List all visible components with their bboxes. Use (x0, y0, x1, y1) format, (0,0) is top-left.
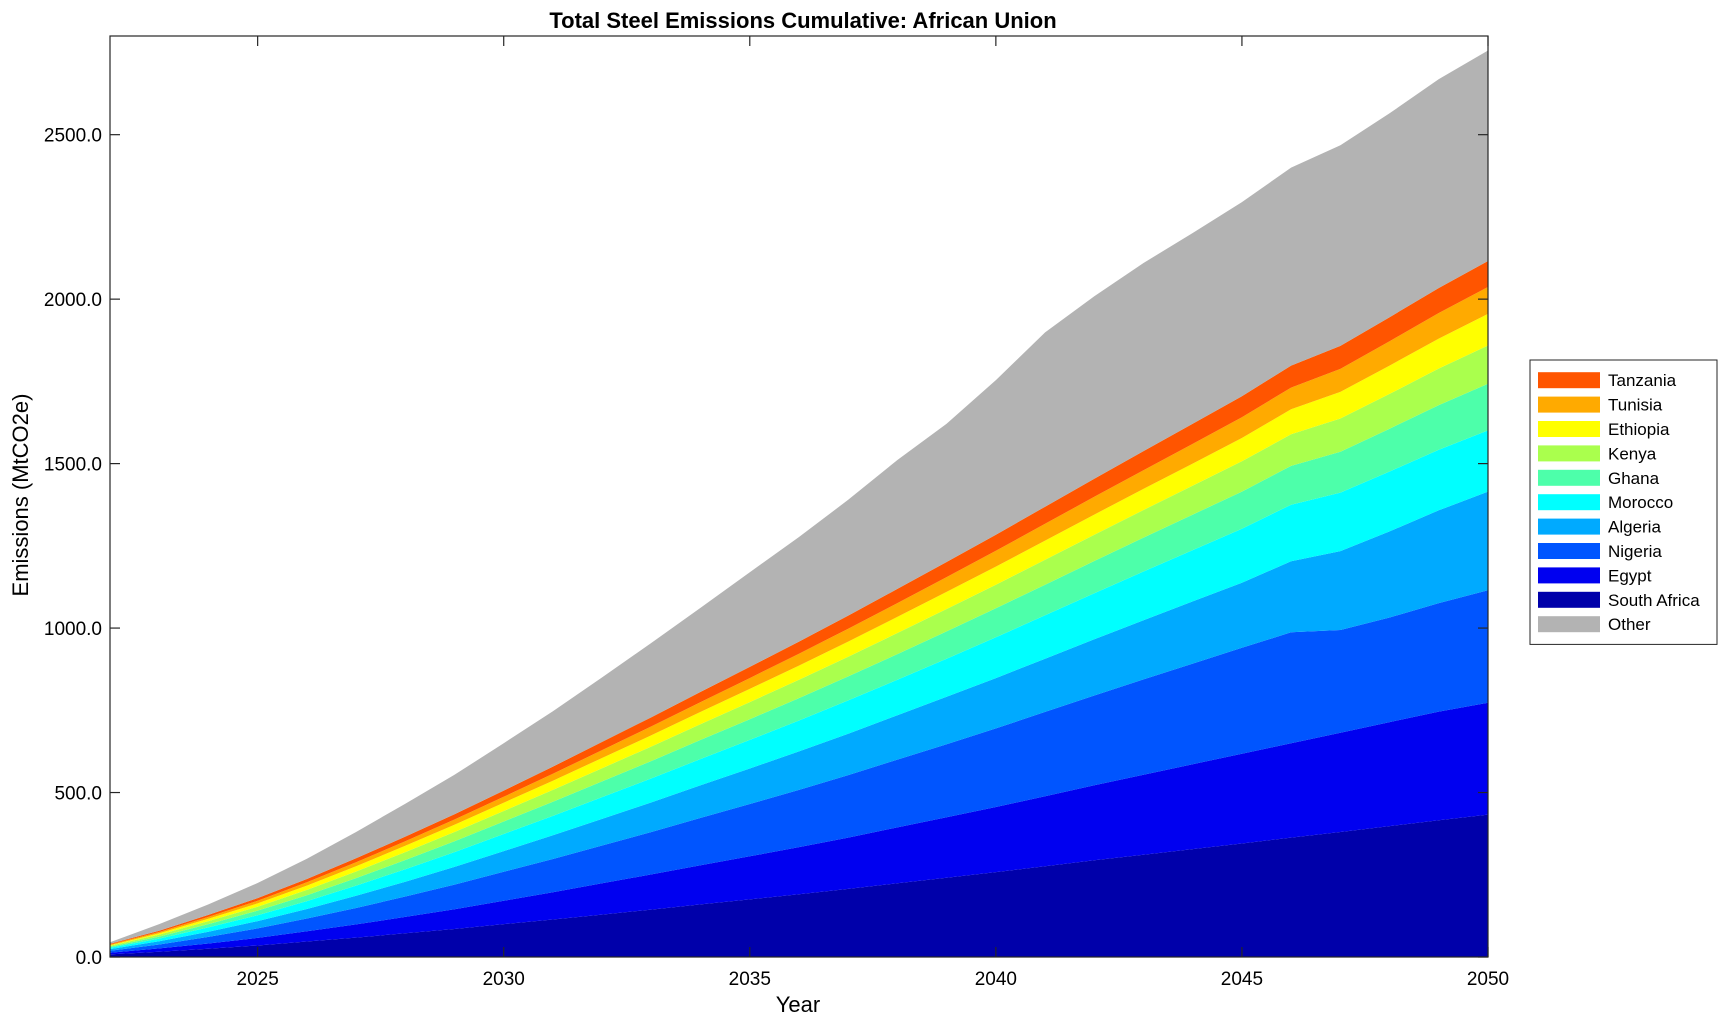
legend-swatch (1538, 372, 1600, 389)
y-tick-label: 500.0 (54, 784, 102, 805)
x-axis-label: Year (776, 992, 820, 1017)
y-tick-label: 2500.0 (44, 126, 102, 147)
legend-label: Tunisia (1608, 396, 1663, 415)
x-tick-label: 2045 (1221, 969, 1263, 990)
area-layers (110, 50, 1488, 957)
legend-label: Kenya (1608, 444, 1657, 463)
area-series-south-africa (110, 814, 1488, 957)
legend: Tanzania Tunisia Ethiopia Kenya Ghana Morocco… (1529, 359, 1718, 645)
legend-swatch (1538, 421, 1600, 437)
legend-label: Ethiopia (1608, 420, 1670, 439)
x-tick-label: 2050 (1467, 969, 1509, 990)
legend-swatch (1538, 396, 1600, 413)
legend-swatch (1538, 469, 1600, 486)
y-axis-label: Emissions (MtCO2e) (8, 394, 33, 597)
x-tick-label: 2035 (729, 969, 771, 990)
legend-label: Other (1608, 615, 1651, 634)
legend-label: Tanzania (1608, 371, 1677, 390)
y-tick-label: 2000.0 (44, 290, 102, 311)
legend-label: Algeria (1608, 518, 1661, 537)
legend-label: South Africa (1608, 591, 1700, 610)
y-axis: 0.0 500.0 1000.0 1500.0 2000.0 2500.0 (44, 126, 1488, 969)
legend-swatch (1538, 494, 1600, 511)
chart-title: Total Steel Emissions Cumulative: Africa… (549, 8, 1056, 33)
x-axis: 2025 2030 2035 2040 2045 2050 (237, 36, 1509, 990)
legend-swatch (1538, 567, 1600, 584)
legend-label: Morocco (1608, 493, 1673, 512)
legend-swatch (1538, 543, 1600, 559)
legend-label: Ghana (1608, 469, 1660, 488)
legend-swatch (1538, 616, 1600, 633)
x-tick-label: 2040 (975, 969, 1017, 990)
y-tick-label: 0.0 (76, 948, 102, 969)
plot-frame (109, 35, 1489, 958)
legend-label: Egypt (1608, 566, 1652, 585)
area-series-other (110, 50, 1488, 944)
legend-swatch (1538, 445, 1600, 462)
legend-label: Nigeria (1608, 542, 1662, 561)
y-tick-label: 1500.0 (44, 455, 102, 476)
legend-swatch (1538, 591, 1600, 608)
area-series-egypt (110, 702, 1488, 955)
area-series-nigeria (110, 590, 1488, 953)
x-tick-label: 2025 (237, 969, 279, 990)
y-tick-label: 1000.0 (44, 619, 102, 640)
x-tick-label: 2030 (483, 969, 525, 990)
legend-swatch (1538, 518, 1600, 535)
